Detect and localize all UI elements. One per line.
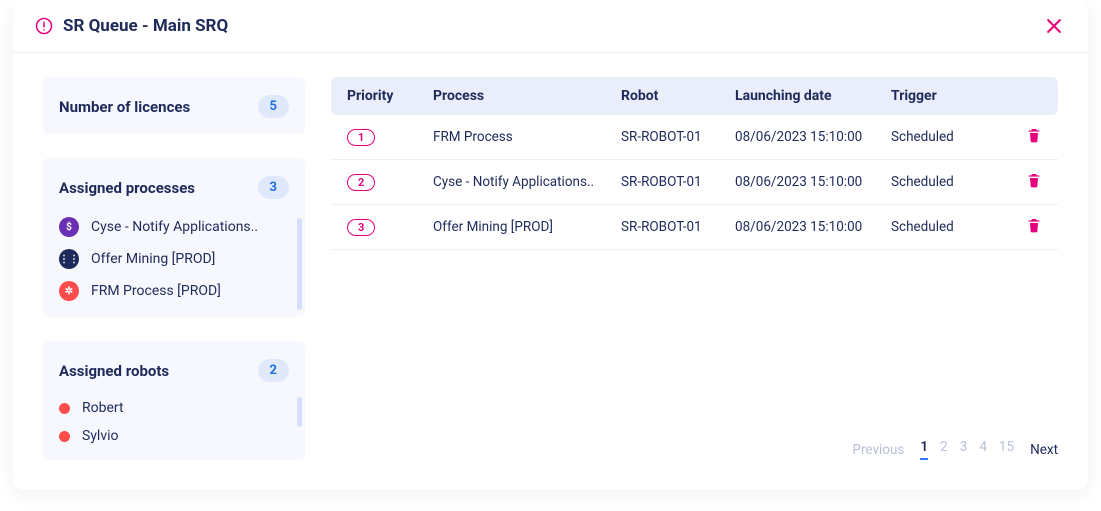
cell-action	[1012, 217, 1042, 237]
priority-pill: 3	[347, 219, 375, 236]
modal-title: SR Queue - Main SRQ	[63, 16, 1042, 36]
robot-item[interactable]: Sylvio	[59, 428, 289, 444]
queue-table: Priority Process Robot Launching date Tr…	[331, 77, 1058, 250]
scrollbar-thumb[interactable]	[297, 218, 302, 310]
cell-date: 08/06/2023 15:10:00	[735, 219, 891, 235]
robots-title: Assigned robots	[59, 362, 169, 380]
col-priority: Priority	[347, 88, 433, 104]
cell-process: Offer Mining [PROD]	[433, 219, 621, 235]
table-body: 1FRM ProcessSR-ROBOT-0108/06/2023 15:10:…	[331, 115, 1058, 250]
process-label: Offer Mining [PROD]	[91, 251, 215, 267]
process-icon: $	[59, 217, 79, 237]
robot-label: Sylvio	[82, 428, 119, 444]
process-icon: ⋮⋮	[59, 249, 79, 269]
cell-date: 08/06/2023 15:10:00	[735, 174, 891, 190]
page-number[interactable]: 15	[999, 439, 1014, 460]
cell-process: FRM Process	[433, 129, 621, 145]
processes-card: Assigned processes 3 $ Cyse - Notify Appl…	[43, 158, 305, 317]
trash-icon	[1026, 127, 1042, 143]
process-label: FRM Process [PROD]	[91, 283, 221, 299]
cell-robot: SR-ROBOT-01	[621, 174, 735, 190]
status-dot-icon	[59, 403, 70, 414]
licences-card: Number of licences 5	[43, 77, 305, 134]
delete-button[interactable]	[1026, 172, 1042, 188]
table-header: Priority Process Robot Launching date Tr…	[331, 77, 1058, 115]
close-button[interactable]	[1042, 14, 1066, 38]
cell-trigger: Scheduled	[891, 174, 1012, 190]
alert-circle-icon	[35, 17, 53, 35]
modal: SR Queue - Main SRQ Number of licences 5…	[13, 0, 1088, 490]
cell-robot: SR-ROBOT-01	[621, 129, 735, 145]
cell-robot: SR-ROBOT-01	[621, 219, 735, 235]
cell-action	[1012, 172, 1042, 192]
card-header: Assigned robots 2	[59, 359, 289, 382]
robot-item[interactable]: Robert	[59, 400, 289, 416]
col-trigger: Trigger	[891, 88, 1012, 104]
page-number[interactable]: 2	[940, 439, 948, 460]
cell-priority: 3	[347, 219, 433, 236]
card-header: Assigned processes 3	[59, 176, 289, 199]
status-dot-icon	[59, 431, 70, 442]
cell-action	[1012, 127, 1042, 147]
process-icon: ✲	[59, 281, 79, 301]
col-robot: Robot	[621, 88, 735, 104]
processes-title: Assigned processes	[59, 179, 195, 197]
next-button[interactable]: Next	[1030, 442, 1058, 458]
pagination: Previous 1234 15 Next	[331, 399, 1058, 460]
table-row: 3 Offer Mining [PROD]SR-ROBOT-0108/06/202…	[331, 205, 1058, 250]
process-label: Cyse - Notify Applications..	[91, 219, 258, 235]
modal-header: SR Queue - Main SRQ	[13, 0, 1088, 53]
processes-count-badge: 3	[258, 176, 289, 199]
col-process: Process	[433, 88, 621, 104]
page-number[interactable]: 1	[920, 439, 928, 460]
process-item[interactable]: $ Cyse - Notify Applications..	[59, 217, 289, 237]
robots-count-badge: 2	[258, 359, 289, 382]
prev-button[interactable]: Previous	[852, 442, 904, 458]
page-number[interactable]: 3	[960, 439, 968, 460]
robots-card: Assigned robots 2 Robert Sylvio	[43, 341, 305, 460]
delete-button[interactable]	[1026, 217, 1042, 233]
licences-title: Number of licences	[59, 98, 190, 116]
card-header: Number of licences 5	[59, 95, 289, 118]
page-number[interactable]: 4	[979, 439, 987, 460]
priority-pill: 2	[347, 174, 375, 191]
delete-button[interactable]	[1026, 127, 1042, 143]
processes-list: $ Cyse - Notify Applications.. ⋮⋮ Offer Min…	[59, 217, 289, 301]
cell-trigger: Scheduled	[891, 219, 1012, 235]
cell-priority: 2	[347, 174, 433, 191]
licences-count-badge: 5	[258, 95, 289, 118]
col-action	[1012, 88, 1042, 104]
table-row: 2 Cyse - Notify Applications..SR-ROBOT-01…	[331, 160, 1058, 205]
cell-trigger: Scheduled	[891, 129, 1012, 145]
robot-label: Robert	[82, 400, 124, 416]
col-date: Launching date	[735, 88, 891, 104]
process-item[interactable]: ✲ FRM Process [PROD]	[59, 281, 289, 301]
sidebar: Number of licences 5 Assigned processes …	[43, 77, 305, 460]
priority-pill: 1	[347, 129, 375, 146]
cell-process: Cyse - Notify Applications..	[433, 174, 621, 190]
trash-icon	[1026, 172, 1042, 188]
modal-body: Number of licences 5 Assigned processes …	[13, 53, 1088, 490]
main: Priority Process Robot Launching date Tr…	[331, 77, 1058, 460]
trash-icon	[1026, 217, 1042, 233]
scrollbar-thumb[interactable]	[297, 397, 302, 427]
page-numbers: 1234 15	[920, 439, 1014, 460]
process-item[interactable]: ⋮⋮ Offer Mining [PROD]	[59, 249, 289, 269]
table-row: 1 FRM ProcessSR-ROBOT-0108/06/2023 15:10:…	[331, 115, 1058, 160]
robots-list: Robert Sylvio	[59, 400, 289, 444]
cell-priority: 1	[347, 129, 433, 146]
cell-date: 08/06/2023 15:10:00	[735, 129, 891, 145]
